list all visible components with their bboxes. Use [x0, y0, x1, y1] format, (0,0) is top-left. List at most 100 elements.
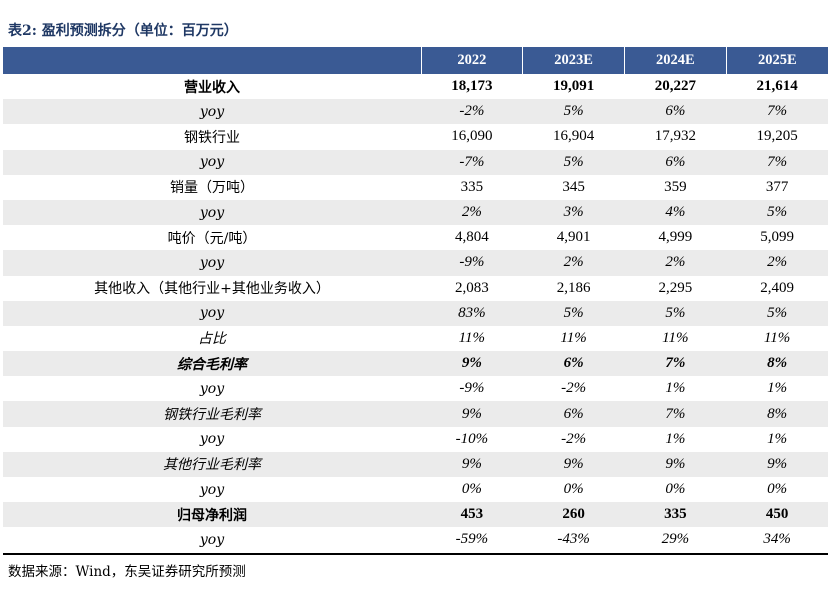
row-value-2023e: 5%: [522, 149, 625, 175]
row-label: 占比: [3, 325, 421, 352]
row-value-2024e: 17,932: [624, 124, 727, 150]
row-label: yoy: [3, 99, 421, 125]
row-label: 钢铁行业: [3, 124, 421, 150]
table-row: yoy 0% 0% 0% 0%: [3, 477, 828, 503]
table-row: 吨价（元/吨） 4,804 4,901 4,999 5,099: [3, 225, 828, 251]
row-value-2025e: 2%: [726, 250, 828, 276]
row-value-2022: 9%: [421, 351, 523, 377]
row-value-2025e: 5,099: [726, 225, 828, 251]
row-label: 吨价（元/吨）: [3, 225, 421, 251]
row-label: 归母净利润: [3, 502, 421, 528]
row-value-2022: 83%: [421, 300, 523, 326]
row-label: 营业收入: [3, 74, 421, 100]
row-value-2024e: 4,999: [624, 225, 727, 251]
row-value-2025e: 1%: [726, 426, 828, 452]
source-note: 数据来源：Wind，东吴证券研究所预测: [8, 564, 246, 580]
row-value-2023e: 4,901: [522, 225, 625, 251]
row-value-2024e: 1%: [624, 376, 727, 402]
row-value-2023e: 2,186: [522, 275, 625, 301]
row-value-2023e: 16,904: [522, 124, 625, 150]
table-row: yoy -2% 5% 6% 7%: [3, 99, 828, 125]
row-value-2024e: 5%: [624, 300, 727, 326]
table-title: 表2: 盈利预测拆分（单位：百万元）: [8, 23, 238, 39]
row-value-2022: 335: [421, 174, 523, 200]
row-value-2023e: 5%: [522, 300, 625, 326]
row-value-2023e: 2%: [522, 250, 625, 276]
table-body: 营业收入 18,173 19,091 20,227 21,614 yoy -2% 5% 6% 7%…: [3, 74, 828, 555]
row-value-2024e: 7%: [624, 401, 727, 427]
row-value-2025e: 2,409: [726, 275, 828, 301]
table-row: yoy -10% -2% 1% 1%: [3, 426, 828, 452]
row-label: yoy: [3, 477, 421, 503]
row-value-2023e: 6%: [522, 351, 625, 377]
row-value-2023e: 0%: [522, 477, 625, 503]
table-row: yoy -9% 2% 2% 2%: [3, 250, 828, 276]
row-value-2022: -9%: [421, 376, 523, 402]
table-row: 归母净利润 453 260 335 450: [3, 502, 828, 528]
row-value-2025e: 450: [726, 502, 828, 528]
row-value-2023e: -2%: [522, 376, 625, 402]
row-value-2022: 453: [421, 502, 523, 528]
header-cell-2023e: 2023E: [522, 47, 625, 74]
row-value-2024e: 6%: [624, 99, 727, 125]
row-value-2022: 2%: [421, 199, 523, 226]
header-cell-2025e: 2025E: [725, 47, 828, 74]
row-value-2024e: 29%: [624, 527, 727, 555]
row-label: yoy: [3, 376, 421, 402]
header-row: 2022 2023E 2024E 2025E: [3, 47, 828, 74]
row-value-2023e: 6%: [522, 401, 625, 427]
row-value-2023e: 9%: [522, 451, 625, 477]
row-value-2024e: 4%: [624, 199, 727, 226]
row-value-2022: 16,090: [421, 124, 523, 150]
row-label: yoy: [3, 250, 421, 276]
header-cell-2024e: 2024E: [624, 47, 727, 74]
row-value-2022: 0%: [421, 477, 523, 503]
row-value-2023e: 19,091: [522, 74, 625, 100]
row-label: 综合毛利率: [3, 351, 421, 377]
table-row: 其他收入（其他行业+其他业务收入） 2,083 2,186 2,295 2,409: [3, 275, 828, 301]
header-cell-2022: 2022: [420, 47, 523, 74]
table-row: 营业收入 18,173 19,091 20,227 21,614: [3, 74, 828, 100]
row-value-2022: 9%: [421, 401, 523, 427]
row-value-2025e: 21,614: [726, 74, 828, 100]
row-label: 其他行业毛利率: [3, 451, 421, 477]
row-value-2022: 9%: [421, 451, 523, 477]
row-value-2025e: 34%: [726, 527, 828, 555]
row-value-2025e: 9%: [726, 451, 828, 477]
header-cell-label: [3, 47, 421, 74]
row-value-2022: -59%: [421, 527, 523, 555]
row-value-2025e: 7%: [726, 149, 828, 175]
row-value-2022: 4,804: [421, 225, 523, 251]
row-value-2025e: 11%: [726, 325, 828, 352]
row-value-2025e: 5%: [726, 300, 828, 326]
row-value-2023e: 345: [522, 174, 625, 200]
table-row: 销量（万吨） 335 345 359 377: [3, 174, 828, 200]
table-row: 钢铁行业毛利率 9% 6% 7% 8%: [3, 401, 828, 427]
row-value-2023e: 11%: [522, 325, 625, 352]
row-value-2022: -2%: [421, 99, 523, 125]
row-value-2023e: 260: [522, 502, 625, 528]
row-label: 钢铁行业毛利率: [3, 401, 421, 427]
table-row: yoy 83% 5% 5% 5%: [3, 300, 828, 326]
row-value-2025e: 19,205: [726, 124, 828, 150]
row-label: yoy: [3, 527, 421, 555]
row-label: yoy: [3, 149, 421, 175]
row-value-2024e: 20,227: [624, 74, 727, 100]
table-row: 钢铁行业 16,090 16,904 17,932 19,205: [3, 124, 828, 150]
row-value-2024e: 359: [624, 174, 727, 200]
row-value-2024e: 335: [624, 502, 727, 528]
forecast-table: 2022 2023E 2024E 2025E 营业收入 18,173 19,091 2…: [3, 47, 828, 555]
table-row: yoy -7% 5% 6% 7%: [3, 149, 828, 175]
table-row: yoy 2% 3% 4% 5%: [3, 199, 828, 226]
row-value-2024e: 0%: [624, 477, 727, 503]
table-row: 其他行业毛利率 9% 9% 9% 9%: [3, 451, 828, 477]
row-label: yoy: [3, 426, 421, 452]
row-value-2024e: 2%: [624, 250, 727, 276]
row-value-2025e: 377: [726, 174, 828, 200]
table-row: 综合毛利率 9% 6% 7% 8%: [3, 351, 828, 377]
row-value-2024e: 11%: [624, 325, 727, 352]
row-label: 销量（万吨）: [3, 174, 421, 200]
row-value-2024e: 7%: [624, 351, 727, 377]
row-value-2023e: 3%: [522, 199, 625, 226]
row-value-2024e: 9%: [624, 451, 727, 477]
